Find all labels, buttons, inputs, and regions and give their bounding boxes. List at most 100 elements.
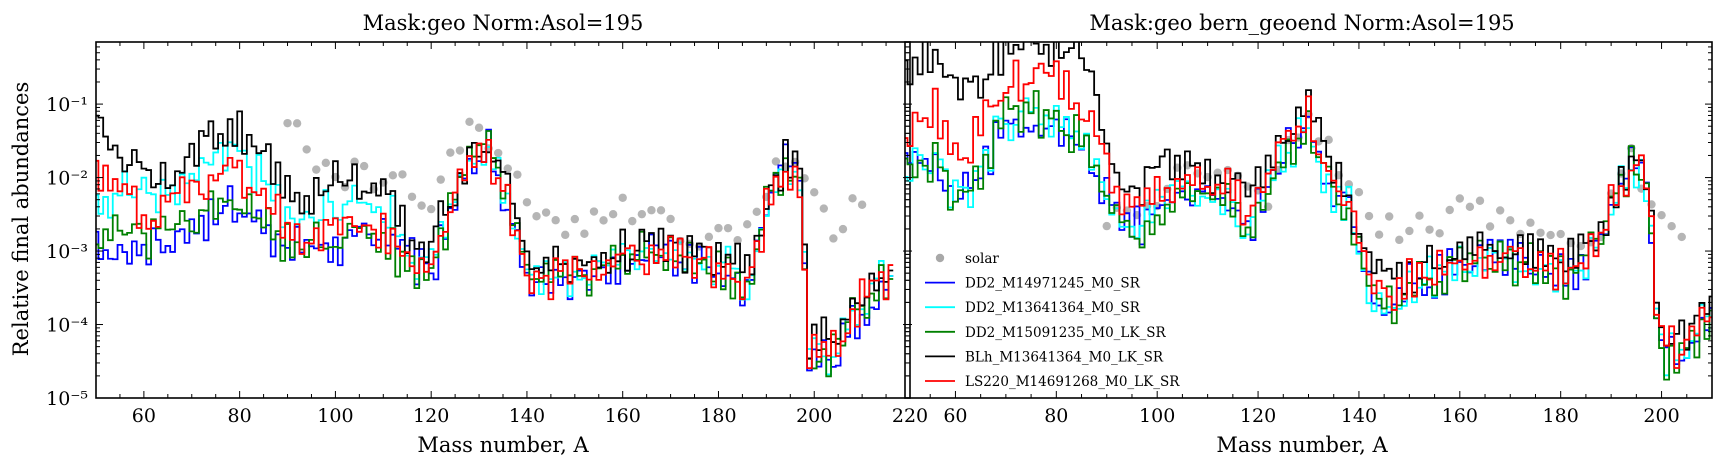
solar-point [1354, 188, 1364, 197]
solar-point [426, 204, 436, 214]
x-tick-label: 220 [892, 405, 928, 427]
solar-point [1364, 211, 1374, 221]
panel-right-x-axis-label: Mass number, A [1216, 433, 1388, 457]
panel-right-plot-area: 60 80 100 120 140 160 180 200 solar DD2_M14971245… [904, 41, 1713, 427]
solar-point [503, 164, 512, 173]
solar-point [580, 229, 589, 238]
y-tick-label: 10⁻⁵ [46, 388, 88, 410]
x-tick-label: 140 [509, 405, 545, 427]
legend-entry-label: LS220_M14691268_M0_LK_SR [965, 374, 1180, 390]
panel-left-x-axis-label: Mass number, A [417, 433, 589, 457]
x-tick-label: 200 [1643, 405, 1679, 427]
panel-right-title: Mask:geo bern_geoend Norm:Asol=195 [1089, 11, 1514, 35]
solar-point [1415, 211, 1424, 220]
solar-point [1395, 235, 1404, 245]
solar-point [810, 188, 819, 197]
solar-point [474, 123, 484, 132]
solar-point [465, 117, 474, 126]
x-tick-label: 180 [700, 405, 736, 427]
solar-point [714, 223, 723, 233]
solar-point [570, 214, 580, 224]
solar-point [819, 204, 829, 213]
solar-point [752, 207, 761, 217]
solar-point [388, 171, 398, 180]
solar-point [1495, 206, 1505, 215]
y-ticks: 10⁻⁵ 10⁻⁴ 10⁻³ 10⁻² 10⁻¹ [46, 41, 910, 410]
solar-point [1536, 228, 1545, 237]
solar-point [1657, 210, 1666, 220]
solar-point [513, 170, 522, 179]
solar-point [589, 207, 599, 216]
solar-point [647, 206, 656, 215]
legend-entry-label: DD2_M14971245_M0_SR [965, 276, 1141, 292]
legend-marker-solar [935, 253, 945, 263]
solar-point [1102, 221, 1111, 231]
x-tick-label: 120 [1240, 405, 1276, 427]
solar-point [723, 223, 733, 233]
solar-point [733, 235, 742, 245]
panel-left: Mask:geo Norm:Asol=195 60 80 100 120 140 160 1… [46, 11, 928, 457]
solar-point [283, 118, 292, 128]
solar-point [551, 216, 560, 225]
panel-right: Mask:geo bern_geoend Norm:Asol=195 60 80 1… [904, 11, 1713, 457]
solar-point [1465, 202, 1475, 212]
solar-point [1455, 194, 1465, 203]
y-tick-label: 10⁻² [46, 168, 88, 190]
y-ticks [905, 41, 1712, 399]
series-line-4 [96, 138, 894, 369]
solar-point [436, 175, 445, 184]
legend-entry-label: DD2_M15091235_M0_LK_SR [965, 325, 1166, 341]
y-tick-label: 10⁻¹ [46, 94, 88, 116]
x-tick-label: 60 [943, 405, 967, 427]
solar-point [446, 148, 455, 157]
solar-point [1405, 226, 1414, 236]
solar-point [407, 192, 417, 201]
y-tick-label: 10⁻³ [46, 241, 88, 263]
x-tick-label: 60 [132, 405, 156, 427]
solar-point [522, 198, 532, 207]
solar-point [417, 201, 426, 210]
legend-entry-label: solar [965, 251, 999, 267]
series-line-3 [96, 110, 894, 360]
solar-point [1506, 216, 1515, 225]
solar-point [1667, 221, 1676, 231]
solar-point [1677, 232, 1686, 242]
x-tick-label: 120 [413, 405, 449, 427]
solar-points [283, 117, 867, 251]
solar-point [1374, 230, 1384, 239]
solar-point [599, 216, 608, 225]
solar-point [321, 158, 331, 168]
solar-point [1445, 205, 1454, 215]
solar-point [455, 146, 465, 155]
solar-point [1425, 225, 1434, 234]
solar-point [628, 216, 637, 226]
solar-point [292, 119, 302, 128]
solar-point [666, 214, 675, 224]
solar-point [838, 224, 848, 234]
panel-left-plot-area: 60 80 100 120 140 160 180 200 22010⁻⁵10⁻⁴10⁻³10⁻… [46, 41, 928, 427]
solar-point [743, 220, 752, 229]
x-tick-label: 180 [1543, 405, 1579, 427]
x-tick-label: 80 [228, 405, 252, 427]
solar-point [848, 194, 857, 203]
solar-point [829, 234, 838, 243]
y-tick-label: 10⁻⁴ [46, 315, 88, 337]
x-tick-label: 80 [1044, 405, 1068, 427]
solar-point [494, 148, 503, 158]
x-tick-label: 160 [605, 405, 641, 427]
x-tick-label: 200 [796, 405, 832, 427]
solar-point [704, 232, 714, 242]
x-tick-label: 100 [317, 405, 353, 427]
panel-left-title: Mask:geo Norm:Asol=195 [363, 11, 644, 35]
solar-point [1546, 230, 1555, 240]
solar-point [532, 212, 541, 221]
solar-point [608, 209, 618, 219]
solar-point [302, 145, 311, 154]
solar-point [541, 208, 551, 217]
solar-point [656, 206, 666, 215]
data-marks [905, 42, 1712, 381]
data-marks [96, 110, 894, 378]
solar-point [857, 200, 867, 209]
legend-entry-label: BLh_M13641364_M0_LK_SR [965, 349, 1164, 365]
